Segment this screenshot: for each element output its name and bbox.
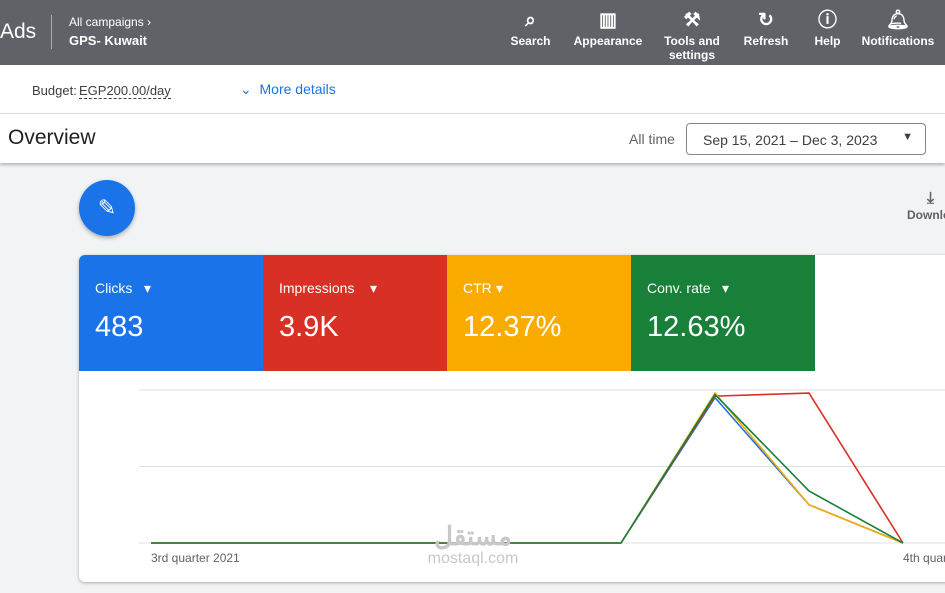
edit-button[interactable]: ✎: [79, 180, 135, 236]
breadcrumb-text: All campaigns: [69, 15, 144, 29]
top-bar: Ads All campaigns › GPS- Kuwait ⌕ Search …: [0, 0, 945, 65]
download-text: Download: [907, 208, 945, 222]
page-title: Overview: [8, 126, 96, 149]
metric-value: 483: [95, 311, 144, 343]
x-tick-label: 4th quarter 2023: [903, 551, 945, 565]
nav-label: Tools and settings: [664, 34, 720, 62]
nav-label: Notifications: [861, 34, 935, 48]
metric-tile[interactable]: Clicks ▾ 483: [79, 255, 263, 371]
metric-tile[interactable]: Conv. rate ▾ 12.63%: [631, 255, 815, 371]
series-line: [151, 392, 904, 544]
range-label: All time: [629, 131, 675, 147]
date-range-text: Sep 15, 2021 – Dec 3, 2023: [703, 132, 878, 148]
chart: 3rd quarter 2021 4th quarter 2023: [139, 389, 945, 565]
watermark-latin: mostaql.com: [427, 550, 519, 567]
nav-label: Search: [510, 34, 551, 48]
product: Ads: [0, 20, 37, 43]
overview-bar: Overview All time Sep 15, 2021 – Dec 3, …: [0, 114, 945, 163]
watermark: مستقل mostaql.com: [414, 522, 532, 568]
more-details-text: More details: [259, 81, 336, 97]
series-line: [151, 393, 904, 544]
breadcrumb[interactable]: All campaigns ›: [69, 15, 152, 29]
nav-item[interactable]: ⓘ Help: [810, 8, 845, 48]
date-range[interactable]: Sep 15, 2021 – Dec 3, 2023 ▼: [686, 123, 926, 155]
metric-value: 3.9K: [279, 311, 339, 343]
nav-item[interactable]: ⚒ Tools and settings: [662, 8, 722, 62]
download[interactable]: ⤓Download: [907, 190, 945, 222]
metric-name: CTR: [463, 280, 492, 296]
nav-item[interactable]: ▥ Appearance: [573, 10, 643, 48]
budget-label: Budget:: [32, 83, 77, 98]
more-details[interactable]: ⌄ More details: [240, 81, 336, 97]
nav-label: Appearance: [573, 34, 643, 48]
metric-tile[interactable]: CTR ▾ 12.37%: [447, 255, 631, 371]
campaign: GPS- Kuwait: [69, 33, 148, 48]
budget-amount[interactable]: EGP200.00/day: [79, 83, 171, 99]
nav-item[interactable]: 🔔︎ Notifications: [858, 8, 938, 48]
metric-value: 12.63%: [647, 311, 746, 343]
metric-value: 12.37%: [463, 311, 562, 343]
divider: [51, 15, 52, 49]
budget-bar: Budget: EGP200.00/day ⌄ More details: [0, 65, 945, 114]
nav-item[interactable]: ↻ Refresh: [740, 8, 792, 48]
metric-name: Impressions: [279, 280, 355, 296]
nav-label: Help: [814, 34, 841, 48]
x-tick-label: 3rd quarter 2021: [151, 551, 240, 565]
metric-name: Conv. rate: [647, 280, 711, 296]
nav-item[interactable]: ⌕ Search: [508, 8, 553, 48]
nav-label: Refresh: [743, 34, 789, 48]
series-line: [151, 391, 904, 544]
metric-name: Clicks: [95, 280, 133, 296]
watermark-arabic: مستقل: [434, 521, 512, 551]
metric-tile[interactable]: Impressions ▾ 3.9K: [263, 255, 447, 371]
